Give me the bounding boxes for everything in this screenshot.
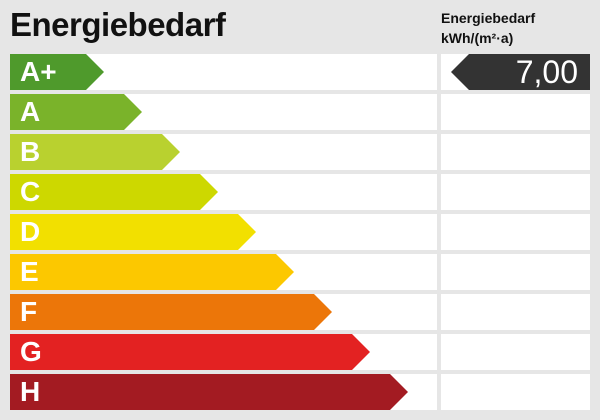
class-label: H [20,376,41,407]
unit-label: Energiebedarf kWh/(m²·a) [441,8,535,48]
class-row: G [10,334,437,370]
class-row: H [10,374,437,410]
value-marker-text: 7,00 [515,54,578,90]
unit-line-1: Energiebedarf [441,10,536,26]
class-arrow: A+ [10,54,104,90]
class-row: E [10,254,437,290]
class-arrow: D [10,214,256,250]
value-cell [441,174,590,210]
class-row: A [10,94,437,130]
class-arrow: F [10,294,332,330]
class-row: B [10,134,437,170]
class-label: A [20,96,41,127]
class-row: F [10,294,437,330]
class-arrow: G [10,334,370,370]
class-label: F [20,296,38,327]
class-arrow: B [10,134,180,170]
value-cell [441,334,590,370]
unit-line-2: kWh/(m²·a) [441,30,514,46]
class-label: A+ [20,56,57,87]
class-label: E [20,256,39,287]
class-label: C [20,176,41,207]
class-label: B [20,136,41,167]
class-arrow: H [10,374,408,410]
class-row: D [10,214,437,250]
value-marker: 7,00 [451,54,590,90]
value-cell [441,214,590,250]
value-cell [441,94,590,130]
class-arrow: A [10,94,142,130]
value-cell [441,254,590,290]
class-label: G [20,336,42,367]
page-title: Energiebedarf [10,6,226,43]
value-cell [441,374,590,410]
class-row: C [10,174,437,210]
class-arrow: C [10,174,218,210]
class-arrow: E [10,254,294,290]
value-cell [441,134,590,170]
value-cell [441,294,590,330]
class-label: D [20,216,41,247]
class-row: A+ [10,54,437,90]
